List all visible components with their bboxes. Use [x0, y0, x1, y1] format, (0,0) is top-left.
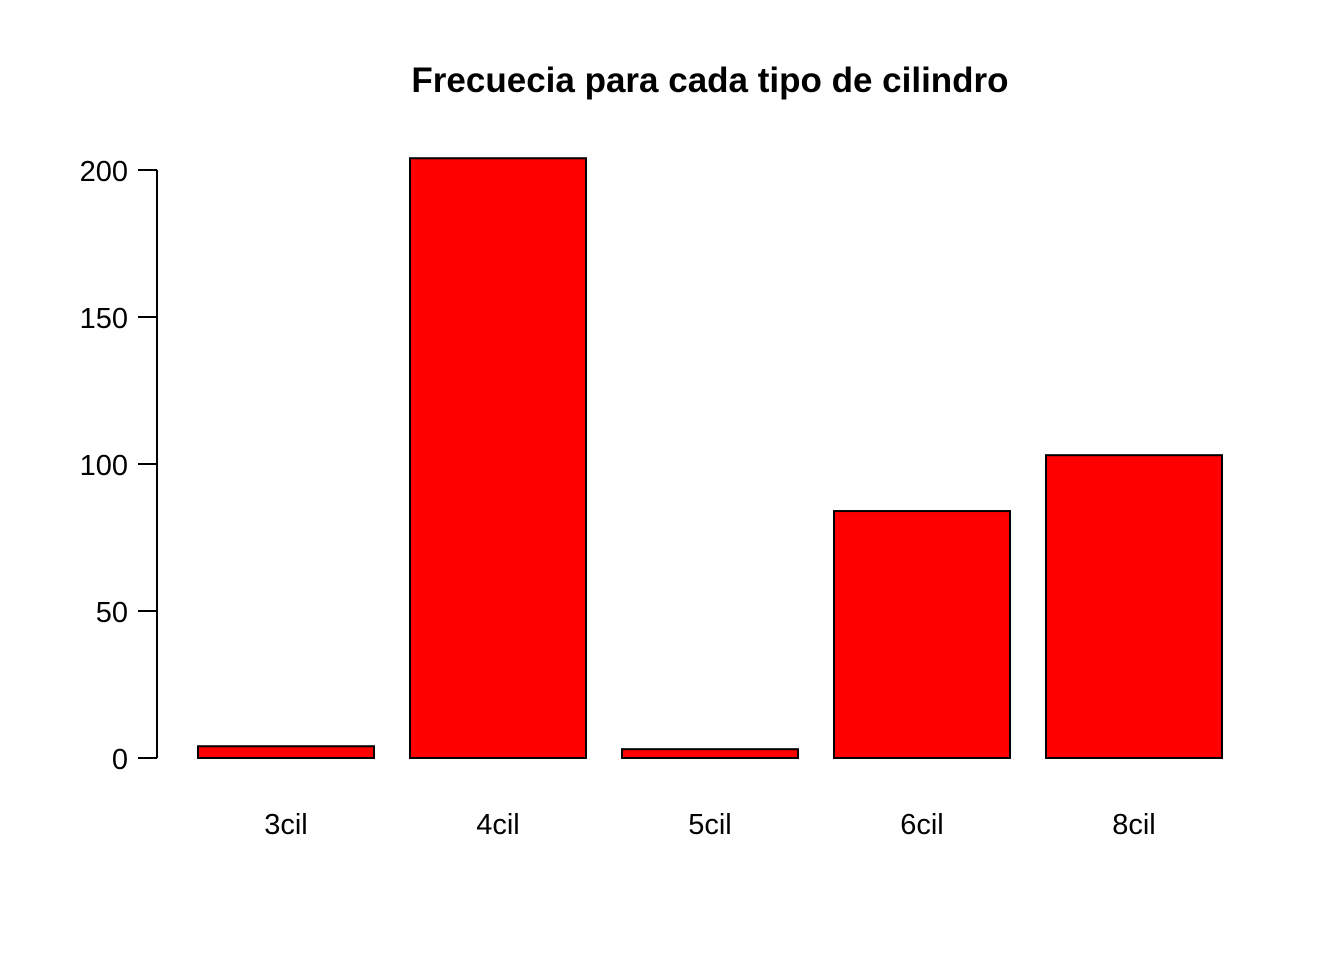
bar-5cil [621, 748, 799, 759]
y-axis-ticks: 0 50 100 150 200 [80, 156, 157, 776]
y-tick-label: 100 [80, 450, 128, 482]
x-category-label: 8cil [1112, 809, 1156, 841]
bars-group [197, 157, 1223, 760]
bar-6cil [833, 510, 1011, 760]
y-tick-label: 200 [80, 156, 128, 188]
x-category-label: 5cil [688, 809, 732, 841]
y-tick-label: 150 [80, 303, 128, 335]
chart-title: Frecuecia para cada tipo de cilindro [411, 61, 1008, 100]
x-category-label: 6cil [900, 809, 944, 841]
x-category-label: 4cil [476, 809, 520, 841]
y-tick-label: 0 [112, 744, 128, 776]
bar-3cil [197, 745, 375, 759]
x-category-label: 3cil [264, 809, 308, 841]
x-axis-labels: 3cil 4cil 5cil 6cil 8cil [264, 809, 1156, 841]
bar-4cil [409, 157, 587, 760]
y-tick-label: 50 [96, 597, 128, 629]
bar-8cil [1045, 454, 1223, 759]
